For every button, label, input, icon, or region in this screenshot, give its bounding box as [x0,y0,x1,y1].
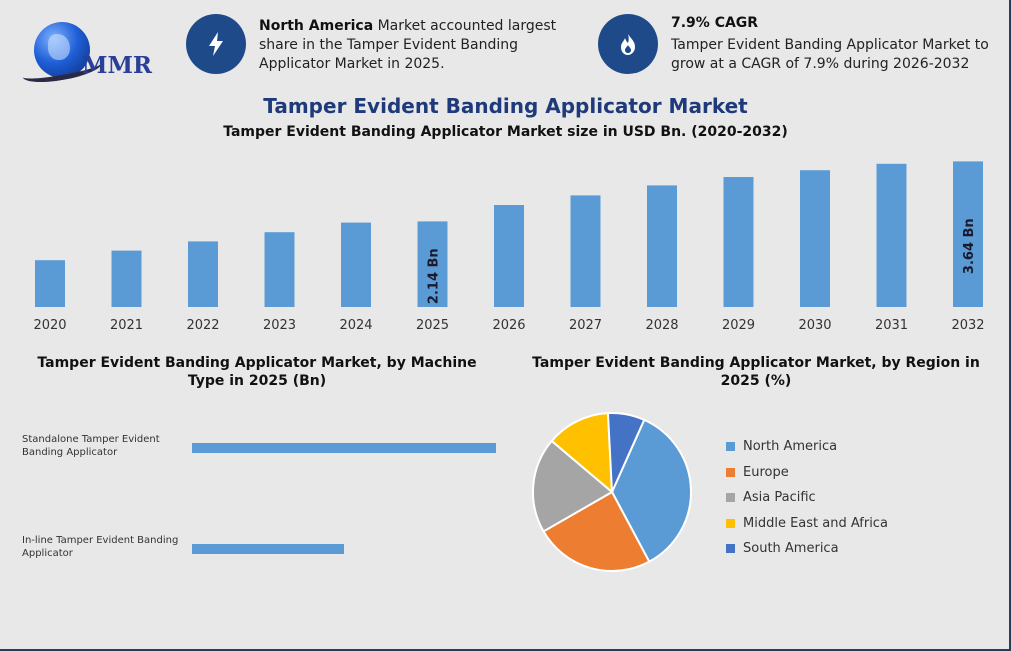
market-size-bar-chart: 2020 2021 2022 2023 2024 2025 2.14 Bn 2026 2027 2… [33,161,985,333]
page-title: Tamper Evident Banding Applicator Market [263,94,748,118]
pie-slice-middle-east-and-africa [550,412,614,495]
bar-2020 [35,260,65,307]
info-right-text: Tamper Evident Banding Applicator Market… [671,37,989,72]
machine-type-bar-chart: Standalone Tamper Evident Banding Applica… [22,434,496,559]
lightning-icon [186,14,246,74]
machine-type-bar [192,544,344,554]
legend-label: Asia Pacific [743,490,816,506]
x-tick-label: 2025 [416,318,449,333]
legend-swatch [726,467,735,477]
legend-item: North America [726,434,888,460]
legend-swatch [726,518,735,528]
x-tick-label: 2029 [722,318,755,333]
x-tick-label: 2030 [798,318,831,333]
legend-label: South America [743,541,839,557]
bar-2023 [264,232,295,307]
x-tick-label: 2024 [339,318,372,333]
bar-2029 [723,177,754,307]
info-left-text: Market accounted largest share in the Ta… [259,18,557,72]
x-tick-label: 2026 [492,318,525,333]
bar-data-label: 3.64 Bn [962,218,977,274]
legend-label: North America [743,439,838,455]
x-tick-label: 2027 [569,318,602,333]
chart-subtitle: Tamper Evident Banding Applicator Market… [223,124,788,140]
x-tick-label: 2021 [110,318,143,333]
x-tick-label: 2031 [875,318,908,333]
bar-2032 [953,161,983,307]
legend-label: Middle East and Africa [743,515,888,531]
legend-swatch [726,493,735,503]
legend-item: Europe [726,460,888,486]
region-title: Tamper Evident Banding Applicator Market… [532,355,980,389]
bar-2030 [800,170,830,307]
legend-item: Middle East and Africa [726,511,888,537]
region-pie-chart [532,412,692,572]
info-left-bold: North America [259,18,374,34]
x-tick-label: 2028 [645,318,678,333]
bar-2026 [494,205,524,307]
flame-icon [598,14,658,74]
legend-swatch [726,442,735,452]
info-right-bold: 7.9% CAGR [671,15,759,31]
legend-item: South America [726,536,888,562]
pie-slice-north-america [610,418,692,564]
bar-2024 [341,222,371,307]
x-tick-label: 2023 [263,318,296,333]
bar-2027 [570,195,601,307]
region-legend: North America Europe Asia Pacific Middle Ea… [726,434,888,562]
x-tick-label: 2020 [33,318,66,333]
pie-slice-asia-pacific [532,439,614,533]
machine-type-bar [192,443,496,453]
legend-swatch [726,544,735,554]
bar-2022 [188,241,218,307]
machine-type-title: Tamper Evident Banding Applicator Market… [37,355,477,389]
logo-text: MMR [82,52,153,79]
bar-2021 [111,250,142,307]
bar-2025 [417,221,448,307]
x-tick-label: 2032 [951,318,984,333]
x-tick-label: 2022 [186,318,219,333]
bar-2028 [647,185,677,307]
info-cagr: 7.9% CAGR Tamper Evident Banding Applica… [671,14,1001,74]
pie-slice-europe [542,490,651,572]
bar-2031 [876,163,907,307]
legend-label: Europe [743,464,789,480]
machine-type-label: In-line Tamper Evident Banding Applicator [22,535,178,559]
info-north-america: North America Market accounted largest s… [259,17,559,74]
pie-slice-south-america [606,412,646,493]
legend-item: Asia Pacific [726,485,888,511]
mmr-logo: MMR [20,18,160,88]
bar-data-label: 2.14 Bn [427,248,442,304]
globe-icon [34,22,90,78]
machine-type-label: Standalone Tamper Evident Banding Applica… [22,434,160,458]
